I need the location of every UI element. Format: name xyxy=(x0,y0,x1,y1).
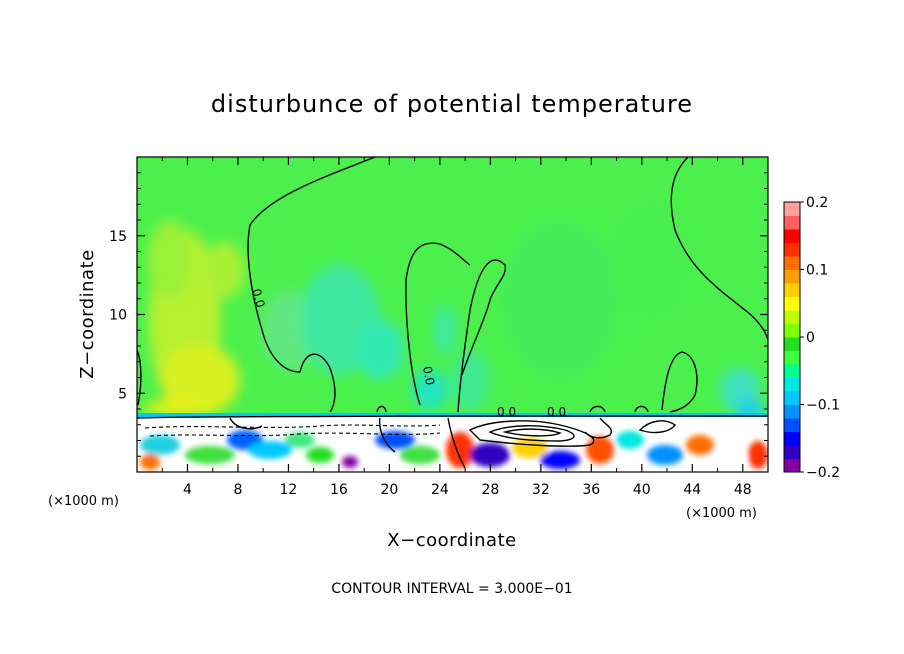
colorbar-swatch xyxy=(784,458,800,473)
colorbar-swatch xyxy=(784,215,800,230)
x-tick-label: 4 xyxy=(183,482,192,498)
colorbar-tick-label: −0.2 xyxy=(806,465,840,481)
colorbar-swatch xyxy=(784,337,800,351)
x-axis: 4 8 12 16 20 24 28 32 36 40 44 48 xyxy=(161,157,752,498)
colorbar-swatch xyxy=(784,229,800,243)
x-tick-label: 40 xyxy=(633,482,651,498)
colorbar-swatch xyxy=(784,364,800,378)
colorbar-swatch xyxy=(784,283,800,297)
contour-label: 0.0 xyxy=(249,287,267,309)
contour-labels: 0.0 0.0 0.0 0.0 xyxy=(249,287,566,419)
colorbar-swatch xyxy=(784,391,800,405)
x-tick-label: 36 xyxy=(582,482,600,498)
colorbar-tick-label: 0.2 xyxy=(806,195,828,211)
contour-zero-right-bump xyxy=(661,351,698,413)
x-tick-label: 16 xyxy=(330,482,348,498)
contour-label: 0.0 xyxy=(497,405,516,419)
colorbar-swatch xyxy=(784,269,800,284)
colorbar-swatch xyxy=(784,296,800,311)
contour-bl-swirl-5 xyxy=(638,420,676,434)
colorbar-swatch xyxy=(784,310,800,324)
x-tick-label: 20 xyxy=(380,482,398,498)
boundary-layer-noise xyxy=(140,419,768,470)
chart-title: disturbunce of potential temperature xyxy=(211,90,693,118)
x-tick-label: 28 xyxy=(481,482,499,498)
contour-bump-small-2 xyxy=(634,405,649,413)
contour-bump-small-3 xyxy=(589,405,606,413)
colorbar xyxy=(783,201,801,473)
contour-zero-right xyxy=(670,157,768,341)
contour-bump-small-1 xyxy=(376,405,387,413)
contour-zero-center xyxy=(457,259,507,413)
colorbar-swatch xyxy=(784,242,800,257)
contour-bl-swirl-4 xyxy=(229,417,263,430)
x-tick-label: 32 xyxy=(532,482,550,498)
contour-bl-top xyxy=(137,414,768,419)
contour-interval-note: CONTOUR INTERVAL = 3.000E−01 xyxy=(331,581,572,597)
x-tick-label: 44 xyxy=(683,482,701,498)
colorbar-swatch xyxy=(784,202,800,216)
contour-bl-swirl-1 xyxy=(447,417,466,469)
colorbar-tick-label: 0.1 xyxy=(806,263,828,279)
contour-bl-dash-2 xyxy=(149,432,441,437)
colorbar-swatch xyxy=(784,418,800,432)
contour-label: 0.0 xyxy=(547,405,566,419)
colorbar-swatch xyxy=(784,323,800,338)
contour-bl-swirl-2 xyxy=(584,417,612,439)
colorbar-ticks: 0.2 0.1 0 −0.1 −0.2 xyxy=(800,195,840,481)
colorbar-swatch xyxy=(784,377,800,392)
contour-lines xyxy=(137,157,768,469)
x-unit-left: (×1000 m) xyxy=(48,494,119,509)
y-axis: 5 10 15 xyxy=(109,172,768,457)
contour-bl-swirl-3 xyxy=(378,417,396,453)
contour-zero-left xyxy=(247,157,376,413)
colorbar-tick-label: −0.1 xyxy=(806,398,840,414)
contour-label: 0.0 xyxy=(420,365,437,386)
colorbar-swatch xyxy=(784,350,800,365)
colorbar-swatch xyxy=(784,256,800,270)
y-tick-label: 15 xyxy=(109,229,127,245)
contour-zero-center-left xyxy=(405,242,471,406)
x-tick-label: 24 xyxy=(431,482,449,498)
x-tick-label: 8 xyxy=(233,482,242,498)
y-tick-label: 10 xyxy=(109,308,127,324)
contour-bl-cluster-1 xyxy=(468,420,595,447)
contour-bl-cluster-3 xyxy=(504,428,562,437)
y-tick-label: 5 xyxy=(118,386,127,402)
contour-zero-left-edge xyxy=(137,349,142,406)
x-axis-label: X−coordinate xyxy=(387,530,516,551)
colorbar-swatch xyxy=(784,431,800,446)
x-unit-right: (×1000 m) xyxy=(686,506,757,521)
colorbar-swatch xyxy=(784,445,800,459)
colorbar-tick-label: 0 xyxy=(806,330,815,346)
colorbar-swatch xyxy=(784,404,800,419)
contour-bl-dash-1 xyxy=(144,424,441,429)
x-tick-label: 12 xyxy=(280,482,298,498)
contour-bl-cluster-2 xyxy=(488,425,575,442)
x-tick-label: 48 xyxy=(734,482,752,498)
y-axis-label: Z−coordinate xyxy=(77,249,98,378)
